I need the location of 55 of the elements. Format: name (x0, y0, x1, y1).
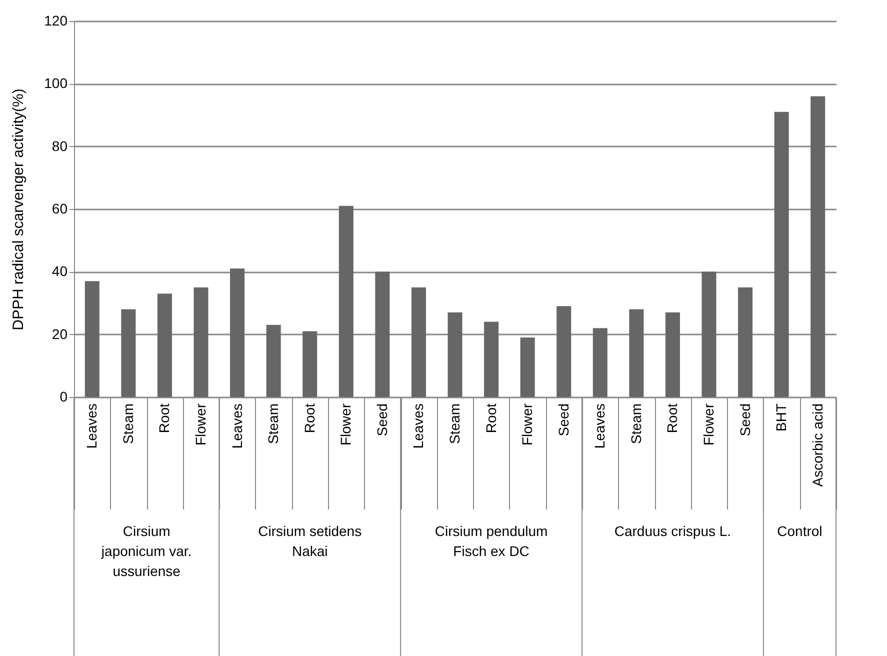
bar (665, 312, 680, 397)
y-tick-label: 20 (52, 326, 68, 342)
x-tick-label: BHT (773, 403, 790, 432)
x-tick-label: Leaves (410, 404, 426, 449)
x-tick-label: Steam (120, 404, 136, 444)
x-tick-label: Leaves (228, 404, 245, 449)
bar (774, 112, 789, 397)
bar (810, 96, 826, 397)
x-tick-label: Root (156, 403, 172, 434)
y-tick-label: 80 (52, 138, 68, 154)
x-tick-label: Seed (555, 404, 572, 436)
x-tick-label: Flower (192, 403, 208, 446)
y-tick-label: 100 (44, 75, 68, 92)
bar (592, 328, 608, 397)
x-tick-label: Root (301, 403, 318, 434)
bar (448, 312, 462, 397)
bar (266, 324, 281, 397)
y-tick-label: 60 (52, 200, 68, 216)
y-tick-label: 120 (44, 12, 68, 28)
text: Carduus crispus L. (614, 523, 732, 539)
x-tick-label: Ascorbic acid (809, 404, 826, 487)
x-tick-label: Steam (628, 404, 644, 444)
bar (121, 309, 136, 397)
x-tick-label: Root (482, 403, 499, 434)
bar (738, 287, 753, 397)
text: Cirsium japonicum var. ussuriense (100, 523, 192, 579)
x-tick-label: Steam (265, 404, 282, 444)
bar (84, 281, 100, 397)
text: Cirsium pendulum Fisch ex DC (434, 523, 548, 559)
y-tick-label: 40 (52, 263, 68, 280)
bar (629, 309, 644, 397)
x-tick-label: Leaves (592, 404, 608, 449)
bar (230, 268, 245, 397)
bar (375, 272, 390, 397)
bar (520, 337, 535, 397)
text: Control (777, 523, 822, 539)
bar (194, 287, 208, 397)
bar (338, 206, 354, 397)
x-tick-label: Root (664, 403, 680, 434)
x-tick-label: Steam (446, 404, 462, 444)
text: Cirsium setidens Nakai (258, 523, 362, 559)
bar (411, 287, 426, 397)
x-tick-label: Seed (736, 404, 753, 436)
bar (484, 322, 499, 397)
x-tick-label: Flower (700, 403, 716, 446)
bar (702, 272, 716, 397)
x-tick-label: Flower (519, 403, 536, 446)
x-tick-label: Leaves (84, 404, 100, 449)
x-tick-label: Seed (374, 404, 390, 436)
bar (302, 331, 318, 397)
y-axis-title: DPPH radical scarvenger activity(%) (10, 88, 28, 330)
bar (556, 306, 572, 397)
bar (157, 294, 172, 397)
x-tick-label: Flower (338, 403, 354, 446)
y-tick-label: 0 (60, 388, 68, 404)
